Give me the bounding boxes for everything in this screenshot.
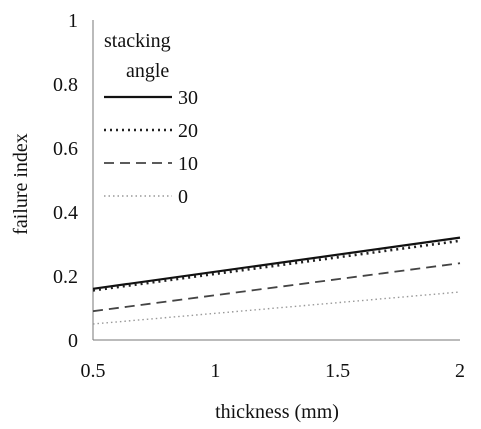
x-tick-label: 2	[455, 360, 465, 382]
series-line-20	[92, 239, 461, 292]
series-line-0	[92, 291, 461, 325]
legend: stacking angle 30 20 10 0	[104, 30, 198, 208]
series-lines	[92, 236, 461, 325]
y-tick-label: 0	[68, 330, 78, 352]
x-tick-labels: 0.5 1 1.5 2	[81, 360, 466, 382]
legend-label-10: 10	[178, 153, 198, 175]
legend-label-0: 0	[178, 186, 188, 208]
legend-title-line-1: stacking	[104, 30, 171, 52]
series-line-10	[92, 262, 461, 313]
legend-label-20: 20	[178, 120, 198, 142]
series-line-30	[92, 236, 461, 290]
x-tick-label: 1.5	[325, 360, 350, 382]
y-tick-labels: 0 0.2 0.4 0.6 0.8 1	[53, 10, 78, 352]
x-tick-label: 0.5	[81, 360, 106, 382]
y-tick-label: 0.8	[53, 74, 78, 96]
y-axis-title: failure index	[10, 133, 32, 235]
y-tick-label: 1	[68, 10, 78, 32]
legend-label-30: 30	[178, 87, 198, 109]
legend-items: 30 20 10 0	[104, 87, 198, 208]
x-tick-label: 1	[210, 360, 220, 382]
y-tick-label: 0.6	[53, 138, 78, 160]
y-tick-label: 0.4	[53, 202, 78, 224]
x-axis-title: thickness (mm)	[215, 401, 339, 423]
y-tick-label: 0.2	[53, 266, 78, 288]
legend-title-line-2: angle	[126, 60, 169, 82]
